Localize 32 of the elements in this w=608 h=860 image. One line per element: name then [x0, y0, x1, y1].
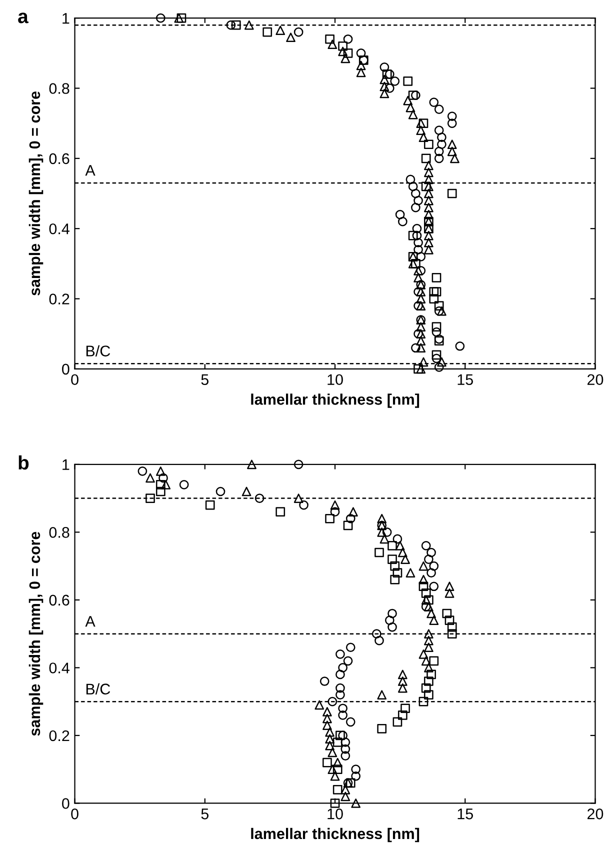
x-tick-label: 5	[201, 374, 209, 386]
x-tick-label: 5	[201, 808, 209, 820]
y-tick-label: 0	[62, 364, 70, 375]
x-axis-title: lamellar thickness [nm]	[251, 828, 420, 842]
y-axis-title: sample width [mm], 0 = core	[28, 92, 44, 296]
y-tick-label: 0.6	[49, 594, 70, 606]
y-tick-label: 0.6	[49, 153, 70, 164]
y-tick-label: 1	[62, 459, 70, 470]
ref-line-label: B/C	[86, 683, 110, 694]
y-axis-title: sample width [mm], 0 = core	[28, 532, 44, 736]
x-tick-label: 15	[458, 374, 473, 386]
y-tick-label: 0.2	[49, 294, 70, 304]
x-tick-label: 0	[71, 374, 78, 386]
y-tick-label: 0.2	[49, 730, 70, 742]
y-tick-label: 1	[62, 13, 70, 24]
y-tick-label: 0.8	[49, 527, 70, 538]
x-axis-title: lamellar thickness [nm]	[251, 394, 420, 408]
y-tick-label: 0.8	[49, 83, 70, 94]
x-tick-label: 20	[588, 374, 604, 386]
x-tick-label: 10	[328, 808, 343, 820]
ref-line-label: B/C	[86, 345, 110, 356]
x-tick-label: 10	[328, 374, 343, 386]
y-tick-label: 0.4	[49, 662, 70, 674]
y-tick-label: 0.4	[49, 223, 70, 234]
ref-line-label: A	[85, 165, 96, 176]
x-tick-label: 0	[71, 808, 78, 820]
x-tick-label: 20	[588, 808, 604, 820]
text: b	[18, 455, 29, 470]
y-tick-label: 0	[62, 798, 70, 809]
text: a	[18, 12, 28, 24]
ref-line-label: A	[85, 616, 96, 627]
x-tick-label: 15	[458, 808, 473, 820]
